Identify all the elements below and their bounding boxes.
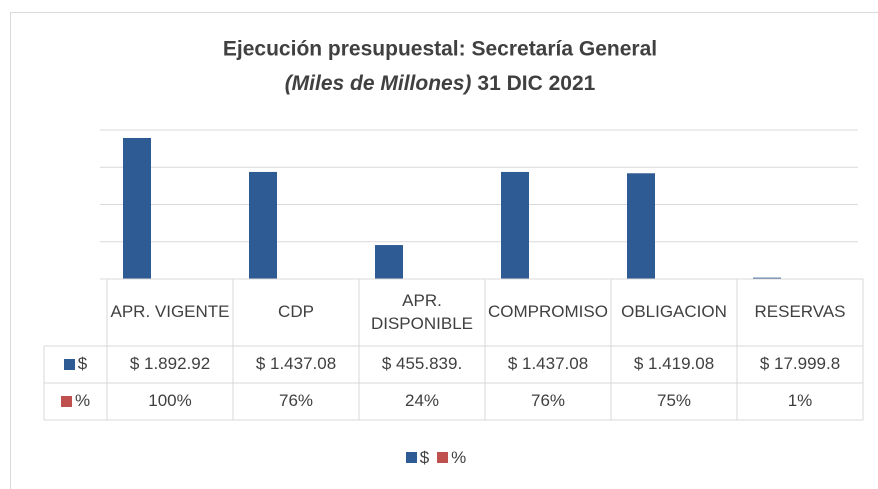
data-table-value: $ 1.437.08 <box>255 354 337 374</box>
data-table-value: $ 17.999.8 <box>759 354 841 374</box>
series-row-label: $ <box>44 346 107 383</box>
series-row-label: % <box>44 383 107 420</box>
subtitle-italic: (Miles de Millones) <box>285 72 472 95</box>
data-table-value: 1% <box>787 391 813 411</box>
category-label: CDP <box>278 302 314 322</box>
category-label: APR. DISPONIBLE <box>370 290 474 333</box>
data-table-value: $ 1.892.92 <box>129 354 211 374</box>
data-table-value: 76% <box>278 391 314 411</box>
category-label: RESERVAS <box>754 302 846 322</box>
data-table-value: 75% <box>656 391 692 411</box>
legend-item: $ <box>405 447 430 470</box>
legend: $% <box>340 445 540 471</box>
legend-key <box>437 451 449 463</box>
bar <box>501 171 529 279</box>
data-table-value: $ 1.437.08 <box>507 354 589 374</box>
chart-title: Ejecución presupuestal: Secretaría Gener… <box>223 38 657 61</box>
subtitle-date: 31 DIC 2021 <box>477 72 595 95</box>
legend-key <box>60 396 72 407</box>
data-table-value: 24% <box>404 391 440 411</box>
bar <box>753 277 781 279</box>
legend-label: $ <box>419 447 430 467</box>
legend-item: % <box>437 447 466 470</box>
legend-key <box>63 359 75 370</box>
data-table-value: 76% <box>530 391 566 411</box>
legend-label: % <box>451 447 467 467</box>
chart-border <box>10 12 878 489</box>
data-table-value: 100% <box>148 391 192 411</box>
bar <box>249 171 277 279</box>
chart-subtitle: (Miles de Millones) 31 DIC 2021 <box>285 72 596 95</box>
bar <box>375 245 403 279</box>
category-label: OBLIGACION <box>621 302 727 322</box>
data-table-value: $ 455.839. <box>381 354 463 374</box>
bar <box>123 137 151 279</box>
data-table-value: $ 1.419.08 <box>633 354 715 374</box>
category-label: COMPROMISO <box>488 302 608 322</box>
series-name: % <box>74 391 91 411</box>
legend-key <box>405 451 417 463</box>
bar <box>627 173 655 279</box>
category-label: APR. VIGENTE <box>110 302 230 322</box>
series-name: $ <box>77 354 88 374</box>
